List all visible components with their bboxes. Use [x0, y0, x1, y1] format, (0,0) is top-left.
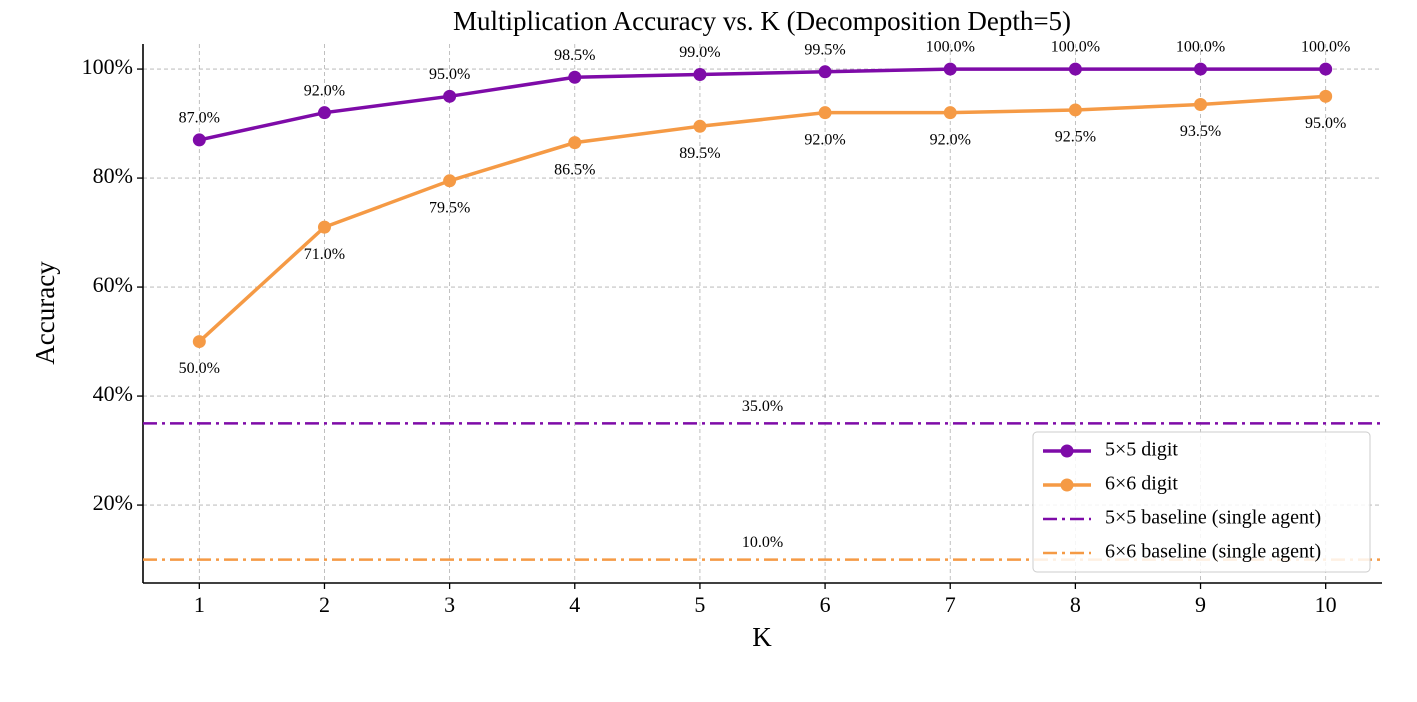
legend: 5×5 digit 6×6 digit 5×5 baseline (single a… [1032, 431, 1371, 573]
point [1068, 62, 1082, 76]
data-label: 95.0% [1305, 115, 1346, 132]
point [693, 119, 707, 133]
point [317, 220, 331, 234]
x-tick-label: 8 [1070, 592, 1081, 617]
point [693, 68, 707, 82]
point [568, 70, 582, 84]
point [1068, 103, 1082, 117]
y-axis-label: Accuracy [30, 261, 60, 365]
y-tick-label: 20% [93, 490, 133, 515]
data-label: 99.5% [804, 41, 845, 58]
data-label: 100.0% [1176, 39, 1225, 56]
data-label: 100.0% [1051, 39, 1100, 56]
legend-marker [1060, 478, 1074, 492]
x-tick-label: 3 [444, 592, 455, 617]
x-tick-label: 5 [694, 592, 705, 617]
y-tick-label: 40% [93, 381, 133, 406]
baseline-label: 35.0% [742, 398, 783, 415]
legend-label: 5×5 digit [1105, 439, 1178, 461]
point [943, 106, 957, 120]
data-label: 99.0% [679, 44, 720, 61]
data-label: 95.0% [429, 66, 470, 83]
x-tick-label: 1 [194, 592, 205, 617]
point [943, 62, 957, 76]
data-label: 86.5% [554, 161, 595, 178]
series-line [198, 94, 1326, 343]
x-tick-label: 4 [569, 592, 580, 617]
y-tick-label: 100% [82, 54, 133, 79]
data-label: 98.5% [554, 47, 595, 64]
data-label: 92.0% [304, 82, 345, 99]
point [568, 136, 582, 150]
point [317, 106, 331, 120]
data-label: 50.0% [179, 360, 220, 377]
y-tick-label: 80% [93, 163, 133, 188]
x-axis-label: K [752, 622, 772, 652]
point [192, 335, 206, 349]
x-tick-label: 2 [319, 592, 330, 617]
legend-label: 6×6 baseline (single agent) [1105, 541, 1321, 563]
data-label: 87.0% [179, 110, 220, 127]
series-line [198, 67, 1326, 142]
point [443, 174, 457, 188]
x-tick-label: 7 [945, 592, 956, 617]
point [818, 106, 832, 120]
legend-marker [1060, 444, 1074, 458]
baseline-label: 10.0% [742, 534, 783, 551]
chart-title: Multiplication Accuracy vs. K (Decomposi… [453, 6, 1071, 36]
data-label: 92.0% [930, 131, 971, 148]
point [1194, 62, 1208, 76]
data-label: 100.0% [926, 39, 975, 56]
data-label: 79.5% [429, 199, 470, 216]
x-tick-label: 6 [820, 592, 831, 617]
legend-label: 5×5 baseline (single agent) [1105, 507, 1321, 529]
point [192, 133, 206, 147]
data-label: 89.5% [679, 145, 720, 162]
point [1194, 97, 1208, 111]
point [818, 65, 832, 79]
data-label: 93.5% [1180, 123, 1221, 140]
data-label: 71.0% [304, 246, 345, 263]
x-tick-label: 10 [1315, 592, 1337, 617]
data-label: 92.0% [804, 131, 845, 148]
point [1319, 89, 1333, 103]
legend-label: 6×6 digit [1105, 473, 1178, 495]
x-tick-label: 9 [1195, 592, 1206, 617]
y-tick-label: 60% [93, 272, 133, 297]
data-label: 92.5% [1055, 129, 1096, 146]
legend-box [1032, 431, 1371, 573]
point [443, 89, 457, 103]
point [1319, 62, 1333, 76]
data-label: 100.0% [1301, 39, 1350, 56]
